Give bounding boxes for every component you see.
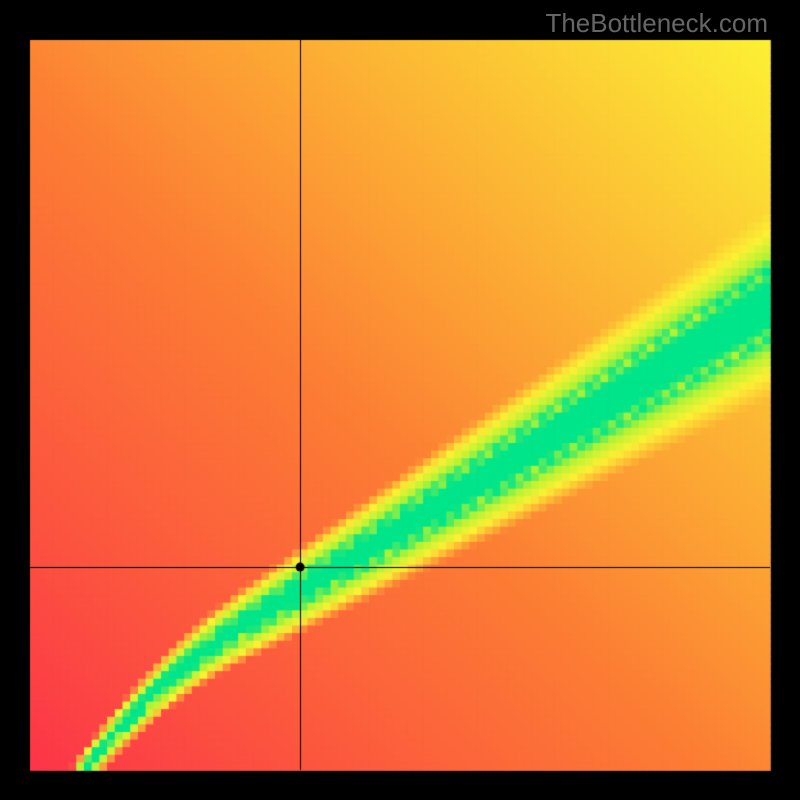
watermark-text: TheBottleneck.com: [545, 8, 768, 39]
bottleneck-heatmap: [0, 0, 800, 800]
